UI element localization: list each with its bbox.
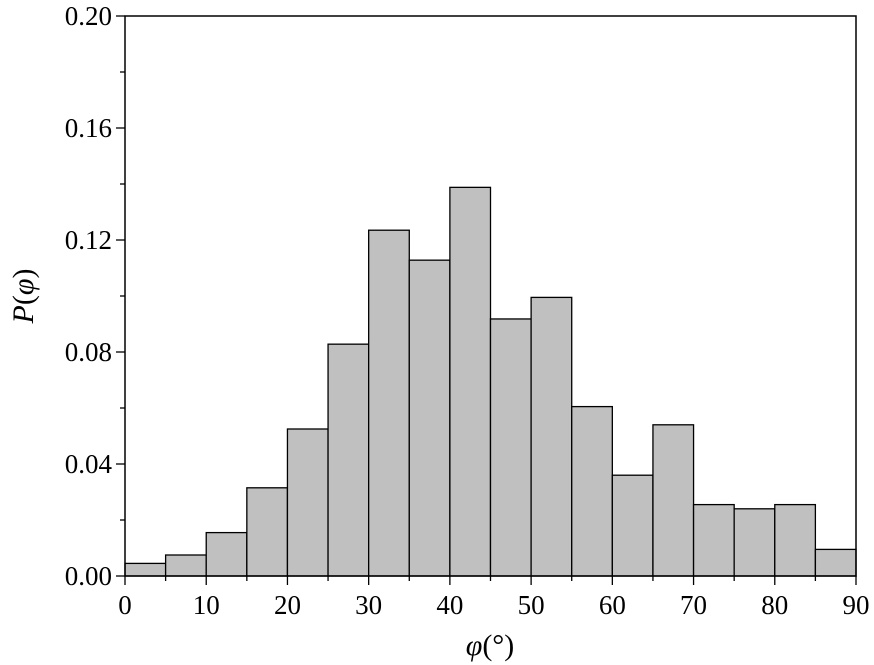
bars-group bbox=[124, 186, 857, 577]
x-tick-labels: 0 10 20 30 40 50 60 70 80 90 bbox=[118, 590, 869, 620]
x-tick-label-30: 30 bbox=[355, 590, 382, 620]
x-axis-label: φ(°) bbox=[466, 629, 515, 662]
y-tick-label-0.08: 0.08 bbox=[65, 337, 112, 367]
y-tick-label-0.20: 0.20 bbox=[65, 1, 112, 31]
y-tick-labels: 0.00 0.04 0.08 0.12 0.16 0.20 bbox=[65, 1, 113, 591]
bar-75-80 bbox=[733, 508, 776, 577]
bar-85-90 bbox=[814, 548, 857, 577]
x-tick-label-10: 10 bbox=[193, 590, 220, 620]
bar-10-15 bbox=[205, 531, 248, 577]
bar-80-85 bbox=[774, 503, 817, 577]
bar-35-40 bbox=[408, 259, 451, 577]
x-axis-label-var: φ bbox=[466, 629, 483, 662]
y-tick-label-0.12: 0.12 bbox=[65, 225, 112, 255]
x-tick-label-90: 90 bbox=[843, 590, 870, 620]
x-tick-label-80: 80 bbox=[761, 590, 788, 620]
x-tick-label-70: 70 bbox=[680, 590, 707, 620]
bar-70-75 bbox=[692, 503, 735, 577]
y-axis-label-open: ( bbox=[7, 295, 40, 305]
y-axis-label-var: P bbox=[7, 305, 40, 324]
bar-50-55 bbox=[530, 296, 573, 577]
x-tick-label-60: 60 bbox=[599, 590, 626, 620]
y-axis-label-close: ) bbox=[7, 269, 40, 279]
bar-25-30 bbox=[327, 343, 370, 577]
ticks-group bbox=[116, 15, 857, 585]
bar-5-10 bbox=[164, 554, 207, 577]
y-axis-label: P(φ) bbox=[7, 269, 40, 325]
y-tick-label-0.16: 0.16 bbox=[65, 113, 112, 143]
x-axis-label-unit: (°) bbox=[482, 629, 514, 662]
x-tick-label-0: 0 bbox=[118, 590, 132, 620]
bar-30-35 bbox=[368, 229, 410, 577]
bar-40-45 bbox=[449, 186, 492, 577]
x-tick-label-40: 40 bbox=[436, 590, 463, 620]
bar-20-25 bbox=[286, 428, 329, 577]
y-tick-label-0.04: 0.04 bbox=[65, 449, 113, 479]
bar-15-20 bbox=[246, 487, 289, 577]
x-tick-label-50: 50 bbox=[518, 590, 545, 620]
bar-60-65 bbox=[611, 474, 654, 577]
bar-45-50 bbox=[489, 318, 532, 577]
y-tick-label-0.00: 0.00 bbox=[65, 561, 112, 591]
bar-65-70 bbox=[652, 424, 695, 577]
bar-0-5 bbox=[124, 562, 167, 577]
bar-55-60 bbox=[571, 405, 613, 577]
plot-frame bbox=[124, 15, 857, 577]
y-axis-label-arg: φ bbox=[7, 279, 40, 296]
x-tick-label-20: 20 bbox=[274, 590, 301, 620]
